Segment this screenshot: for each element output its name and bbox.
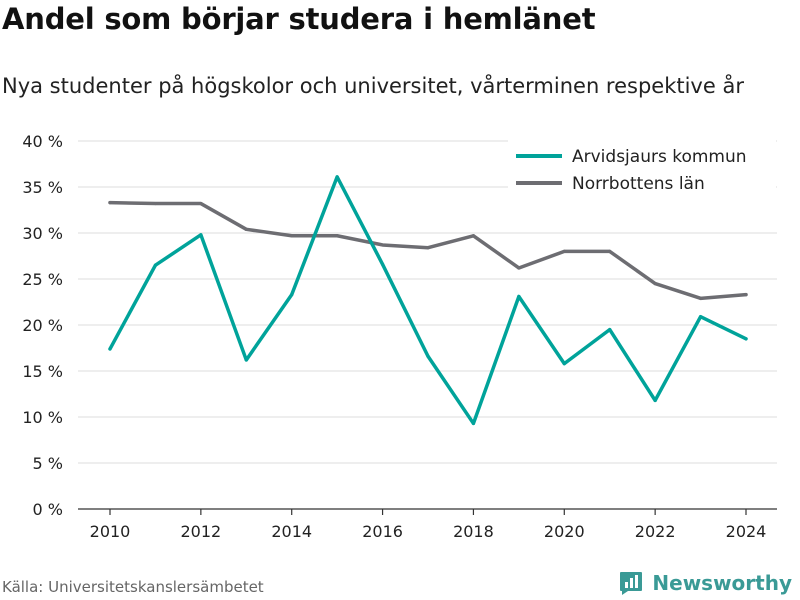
- data-point: [426, 354, 430, 358]
- legend-label: Arvidsjaurs kommun: [572, 147, 747, 167]
- data-point: [471, 421, 476, 426]
- y-tick-label: 40 %: [22, 132, 63, 151]
- data-point: [153, 201, 158, 206]
- newsworthy-logo-icon: [620, 572, 643, 595]
- data-point: [380, 243, 385, 247]
- data-point: [335, 234, 339, 238]
- data-point: [426, 246, 430, 250]
- chart-subtitle: Nya studenter på högskolor och universit…: [2, 74, 744, 98]
- data-point: [653, 398, 657, 403]
- x-tick-label: 2022: [635, 522, 676, 541]
- y-tick-label: 15 %: [22, 362, 63, 381]
- x-tick-label: 2024: [726, 522, 767, 541]
- y-tick-label: 30 %: [22, 224, 63, 243]
- y-tick-label: 10 %: [22, 408, 63, 427]
- x-tick-label: 2014: [271, 522, 312, 541]
- data-point: [562, 249, 566, 253]
- y-tick-label: 35 %: [22, 178, 63, 197]
- data-point: [380, 262, 385, 266]
- legend-label: Norrbottens län: [572, 174, 705, 194]
- x-tick-label: 2016: [362, 522, 403, 541]
- y-tick-label: 0 %: [33, 500, 63, 519]
- data-point: [153, 263, 158, 267]
- brand-logo: Newsworthy: [618, 570, 792, 596]
- data-point: [199, 201, 203, 206]
- data-point: [244, 227, 248, 231]
- x-tick-label: 2020: [544, 522, 585, 541]
- data-point: [199, 233, 203, 237]
- data-point: [608, 249, 612, 253]
- brand-name: Newsworthy: [652, 571, 792, 595]
- x-tick-label: 2010: [90, 522, 131, 541]
- y-tick-label: 25 %: [22, 270, 63, 289]
- chart-title: Andel som börjar studera i hemlänet: [2, 2, 596, 36]
- legend-background: [508, 138, 776, 208]
- data-point: [653, 282, 657, 286]
- data-point: [108, 347, 112, 351]
- y-tick-label: 5 %: [33, 454, 63, 473]
- y-tick-label: 20 %: [22, 316, 63, 335]
- data-point: [471, 234, 476, 238]
- data-point: [744, 293, 748, 297]
- source-note: Källa: Universitetskanslersämbetet: [2, 578, 264, 596]
- data-point: [698, 296, 703, 300]
- data-point: [290, 234, 294, 238]
- x-tick-label: 2018: [453, 522, 494, 541]
- series-line-arvidsjaurs-kommun: [108, 175, 748, 426]
- data-point: [335, 175, 339, 179]
- data-point: [744, 337, 748, 341]
- x-tick-label: 2012: [180, 522, 221, 541]
- data-point: [108, 201, 112, 205]
- data-point: [244, 358, 248, 362]
- data-point: [517, 294, 521, 299]
- data-point: [698, 315, 703, 319]
- data-point: [608, 328, 612, 332]
- data-point: [290, 293, 294, 297]
- data-point: [517, 266, 521, 270]
- data-point: [562, 362, 566, 366]
